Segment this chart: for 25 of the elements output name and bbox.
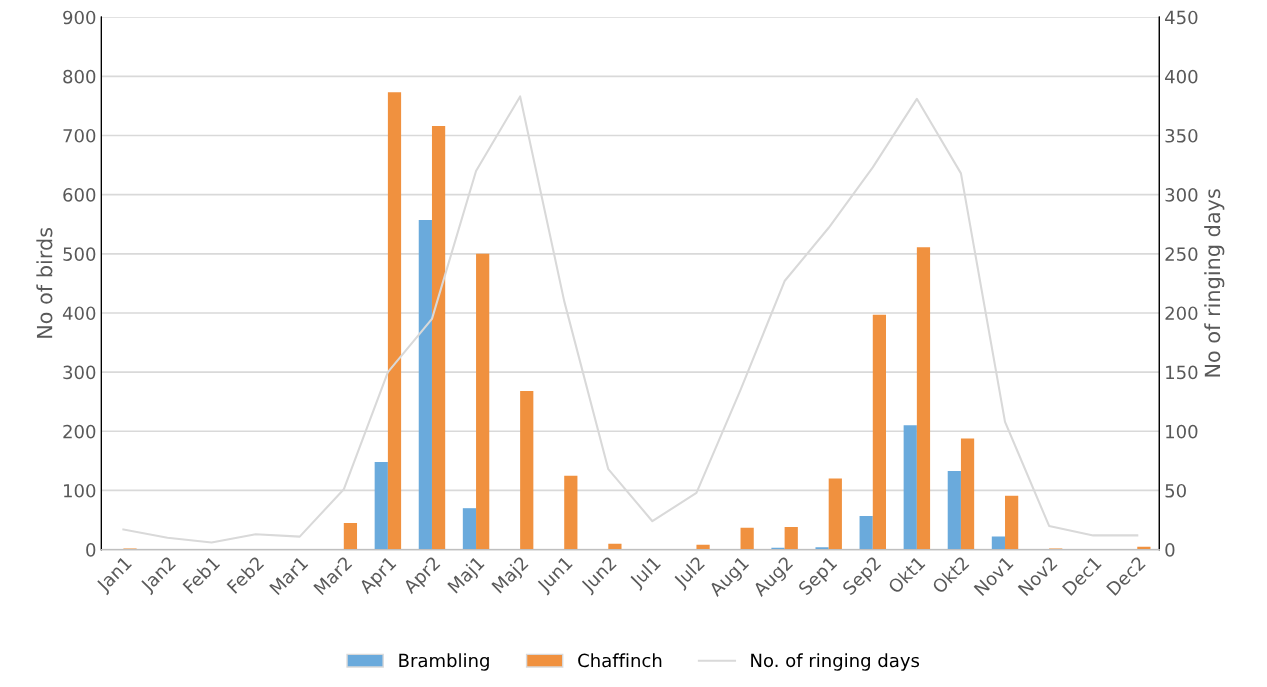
y-tick-label: 700 [63,128,96,143]
y-tick-label: 400 [62,306,96,321]
y2-tick-label: 200 [1165,306,1198,321]
legend-label: Brambling [399,653,489,671]
y2-tick-label: 250 [1165,247,1198,261]
y2-tick-label: 0 [1165,543,1175,557]
y-tick-label: 300 [63,365,96,380]
y2-tick-label: 100 [1166,424,1198,439]
y2-tick-label: 50 [1165,483,1186,498]
legend-label: No. of ringing days [751,653,920,671]
y-tick-label: 0 [86,543,96,557]
y-tick-label: 600 [63,188,96,202]
y-axis-title: No of birds [36,227,53,338]
y-tick-label: 100 [64,483,96,498]
legend-label: Chaffinch [578,653,662,668]
y2-tick-label: 400 [1165,69,1198,84]
y-tick-label: 800 [63,69,96,84]
y2-tick-label: 150 [1166,365,1198,380]
y2-tick-label: 450 [1165,10,1198,25]
y-tick-label: 200 [63,424,96,439]
y-tick-label: 900 [63,10,96,25]
y2-tick-label: 300 [1165,188,1198,202]
y2-axis-title: No of ringing days [1204,189,1225,377]
y2-tick-label: 350 [1165,128,1198,143]
y-tick-label: 500 [63,247,96,261]
